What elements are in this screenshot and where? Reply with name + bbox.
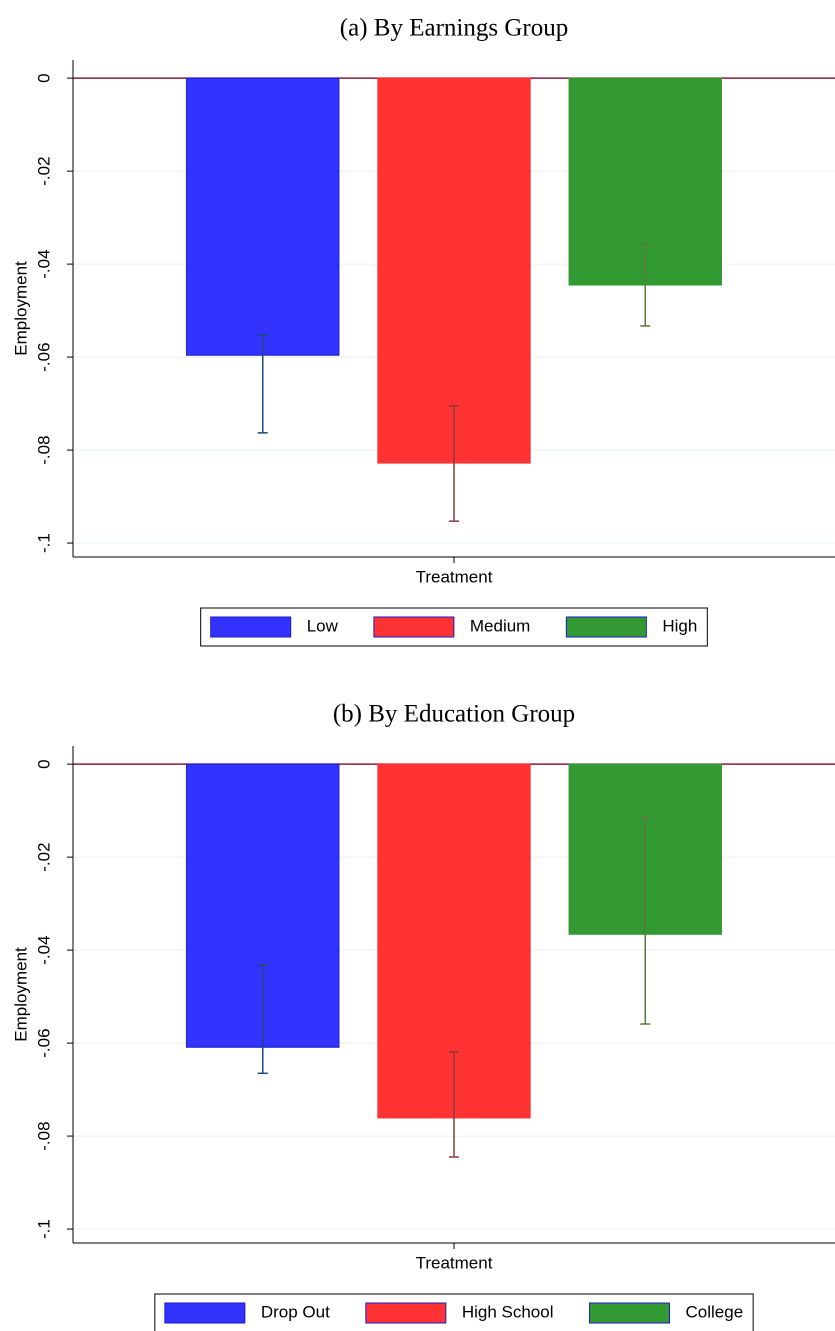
y-tick-label: -.04 <box>34 935 53 964</box>
y-tick-label: -.08 <box>34 1121 53 1150</box>
legend-label: High School <box>462 1302 554 1321</box>
y-tick-label: -.04 <box>34 249 53 278</box>
legend: Low Medium High <box>200 607 708 647</box>
legend-label: Low <box>307 616 339 635</box>
legend-swatch <box>373 616 455 638</box>
legend-swatch <box>565 616 647 638</box>
legend-swatch <box>164 1302 246 1324</box>
y-tick-label: 0 <box>34 73 53 82</box>
legend-swatch <box>365 1302 447 1324</box>
bar <box>377 77 531 464</box>
legend-label: College <box>686 1302 744 1321</box>
y-tick-label: -.1 <box>34 1219 53 1239</box>
y-tick-label: -.02 <box>34 842 53 871</box>
y-tick-label: -.1 <box>34 533 53 553</box>
legend-label: Medium <box>470 616 530 635</box>
bar <box>186 77 340 356</box>
y-tick-label: -.08 <box>34 435 53 464</box>
y-axis-label: Employment <box>11 947 30 1042</box>
chart-title: (b) By Education Group <box>333 701 575 728</box>
y-tick-label: 0 <box>34 759 53 768</box>
legend: Drop Out High School College <box>154 1293 754 1331</box>
x-tick-label: Treatment <box>416 567 493 586</box>
y-tick-label: -.06 <box>34 342 53 371</box>
legend-swatch <box>589 1302 670 1324</box>
legend-label: High <box>662 616 697 635</box>
x-tick-label: Treatment <box>416 1253 493 1272</box>
y-tick-label: -.06 <box>34 1028 53 1057</box>
y-axis-label: Employment <box>11 261 30 356</box>
y-tick-label: -.02 <box>34 156 53 185</box>
legend-swatch <box>210 616 292 638</box>
legend-label: Drop Out <box>261 1302 330 1321</box>
chart-title: (a) By Earnings Group <box>340 15 568 42</box>
